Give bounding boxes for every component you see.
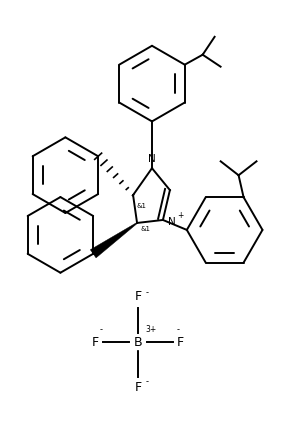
- Text: B: B: [134, 336, 142, 349]
- Text: N: N: [168, 217, 176, 227]
- Text: +: +: [177, 212, 183, 220]
- Text: F: F: [134, 381, 142, 394]
- Text: F: F: [177, 336, 184, 349]
- Text: -: -: [99, 325, 102, 335]
- Text: &1: &1: [136, 203, 146, 209]
- Text: 3+: 3+: [145, 325, 156, 335]
- Text: F: F: [134, 290, 142, 302]
- Text: -: -: [177, 325, 180, 335]
- Text: F: F: [92, 336, 99, 349]
- Text: -: -: [146, 377, 149, 386]
- Text: -: -: [146, 288, 149, 298]
- Text: &1: &1: [140, 226, 150, 232]
- Polygon shape: [90, 222, 137, 258]
- Text: N: N: [148, 154, 156, 164]
